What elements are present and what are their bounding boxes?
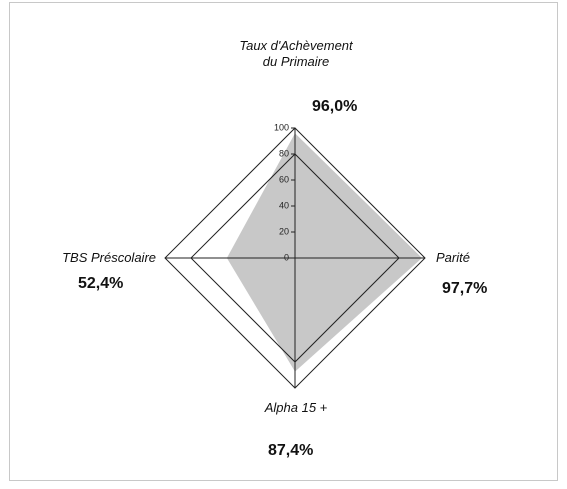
value-label: 52,4% [78,275,124,292]
frame [9,2,558,481]
y-tick-label: 80 [279,148,289,158]
value-label: 87,4% [268,442,314,459]
y-tick-label: 40 [279,200,289,210]
data-area [226,133,423,372]
category-label: Alpha 15 + [264,400,328,415]
category-label: Taux d'Achèvement du Primaire [239,38,353,69]
y-tick-label: 0 [284,252,289,262]
value-label: 96,0% [312,98,358,115]
value-label: 97,7% [442,280,488,297]
category-label: TBS Préscolaire [62,250,156,265]
y-tick-label: 20 [279,226,289,236]
y-tick-label: 100 [274,122,289,132]
category-label: Parité [436,250,470,265]
y-tick-label: 60 [279,174,289,184]
